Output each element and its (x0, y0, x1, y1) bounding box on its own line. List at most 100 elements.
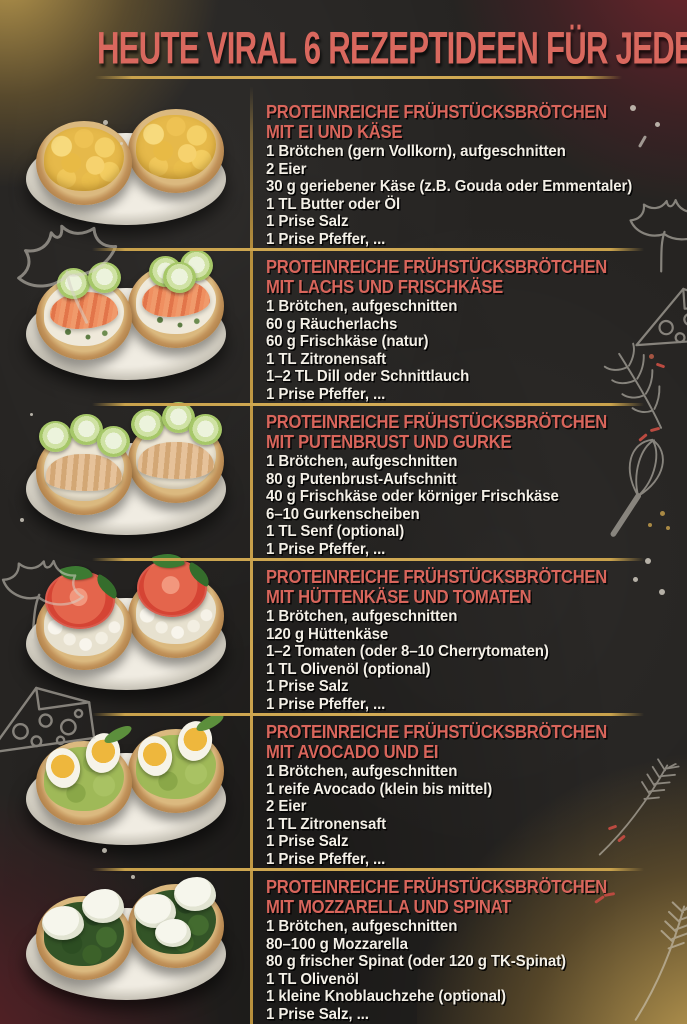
poster-header: HEUTE VIRAL 6 REZEPTIDEEN FÜR JEDEN TAG (0, 0, 687, 92)
bread-roll-right (128, 877, 224, 968)
garnish (97, 425, 131, 457)
ingredient-item: 1 Prise Salz (266, 213, 349, 231)
title-underline (95, 76, 622, 79)
ingredient-item: 1 TL Zitronensaft (266, 350, 387, 368)
gold-divider-vertical (250, 86, 253, 1024)
ingredient-list: 1 Brötchen, aufgeschnitten 60 g Räucherl… (266, 298, 669, 404)
chalk-dot (659, 589, 665, 595)
ingredient-item: 1 Prise Pfeffer, ... (266, 850, 386, 868)
ingredient-list: 1 Brötchen, aufgeschnitten 120 g Hüttenk… (266, 608, 669, 714)
ingredient-list: 1 Brötchen, aufgeschnitten 80 g Putenbru… (266, 453, 669, 559)
ingredient-item: 40 g Frischkäse oder körniger Frischkäse (266, 488, 559, 506)
gold-divider-row-2 (92, 403, 644, 406)
chalk-dot (103, 120, 108, 125)
bread-roll-right (128, 249, 224, 348)
garnish (41, 906, 84, 941)
recipe-heading-line2: MIT PUTENBRUST UND GURKE (266, 430, 512, 452)
bread-roll-right (128, 402, 224, 503)
topping (136, 115, 216, 179)
recipe-heading-line1: PROTEINREICHE FRÜHSTÜCKSBRÖTCHEN (266, 255, 607, 278)
bread-roll-left (36, 261, 132, 360)
ingredient-item: 1 TL Senf (optional) (266, 523, 405, 541)
garnish (130, 408, 164, 440)
ingredient-item: 6–10 Gurkenscheiben (266, 505, 420, 523)
garnish (189, 413, 223, 445)
garnish (174, 877, 217, 912)
recipe-row: PROTEINREICHE FRÜHSTÜCKSBRÖTCHEN MIT MOZ… (0, 868, 687, 1023)
chalk-dot (630, 105, 636, 111)
ingredient-item: 80 g frischer Spinat (oder 120 g TK-Spin… (266, 953, 566, 971)
chalk-dot (120, 142, 123, 145)
gold-divider-row-3 (92, 558, 644, 561)
ingredient-item: 1 Prise Pfeffer, ... (266, 385, 386, 403)
gold-divider-row-5 (92, 868, 644, 871)
ingredient-item: 1 Brötchen, aufgeschnitten (266, 918, 458, 935)
recipe-heading-line2: MIT AVOCADO UND EI (266, 740, 439, 762)
ingredient-item: 1 Prise Salz (266, 833, 349, 851)
recipe-heading-line2: MIT HÜTTENKÄSE UND TOMATEN (266, 585, 532, 607)
ingredient-item: 1 Prise Pfeffer, ... (266, 540, 386, 558)
topping (44, 127, 124, 191)
chalk-dot (30, 413, 33, 416)
ingredient-item: 1 Prise Pfeffer, ... (266, 230, 386, 248)
parsley-doodle-icon (606, 179, 687, 281)
recipe-text: PROTEINREICHE FRÜHSTÜCKSBRÖTCHEN MIT PUT… (252, 403, 687, 558)
bread-roll-right (128, 547, 224, 658)
ingredient-item: 60 g Frischkäse (natur) (266, 333, 429, 351)
ingredient-item: 2 Eier (266, 798, 307, 816)
ingredient-item: 1 Brötchen, aufgeschnitten (266, 763, 458, 780)
ingredient-item: 1 TL Olivenöl (266, 970, 359, 988)
red-dot (649, 354, 654, 359)
recipe-row: PROTEINREICHE FRÜHSTÜCKSBRÖTCHEN MIT HÜT… (0, 547, 687, 713)
ingredient-item: 1 TL Butter oder Öl (266, 195, 401, 213)
ingredient-item: 80 g Putenbrust-Aufschnitt (266, 470, 457, 488)
ingredient-item: 1 Brötchen, aufgeschnitten (266, 298, 458, 315)
ingredient-item: 1 TL Zitronensaft (266, 815, 387, 833)
recipe-heading-line1: PROTEINREICHE FRÜHSTÜCKSBRÖTCHEN (266, 565, 607, 588)
recipe-text: PROTEINREICHE FRÜHSTÜCKSBRÖTCHEN MIT HÜT… (252, 558, 687, 713)
recipe-row: PROTEINREICHE FRÜHSTÜCKSBRÖTCHEN MIT PUT… (0, 402, 687, 558)
bread-roll-right (128, 710, 227, 813)
ingredient-item: 1 Brötchen, aufgeschnitten (266, 608, 458, 625)
recipe-heading-line1: PROTEINREICHE FRÜHSTÜCKSBRÖTCHEN (266, 100, 607, 123)
recipe-row: PROTEINREICHE FRÜHSTÜCKSBRÖTCHEN MIT LAC… (0, 248, 687, 403)
chalk-dot (20, 518, 24, 522)
bread-roll-left (36, 889, 132, 980)
cheese-wedge-doodle-icon (0, 668, 103, 768)
recipe-heading: PROTEINREICHE FRÜHSTÜCKSBRÖTCHEN MIT AVO… (266, 722, 660, 761)
ingredient-item: 120 g Hüttenkäse (266, 625, 389, 643)
garnish (38, 420, 72, 452)
ingredient-list: 1 Brötchen (gern Vollkorn), aufgeschnitt… (266, 143, 669, 249)
bread-roll-right (128, 109, 224, 193)
recipe-heading-line1: PROTEINREICHE FRÜHSTÜCKSBRÖTCHEN (266, 720, 607, 743)
ingredient-item: 30 g geriebener Käse (z.B. Gouda oder Em… (266, 178, 633, 196)
recipe-heading-line1: PROTEINREICHE FRÜHSTÜCKSBRÖTCHEN (266, 410, 607, 433)
topping (44, 437, 124, 501)
garnish (154, 919, 191, 948)
dish-photo (0, 868, 252, 1023)
recipe-heading-line1: PROTEINREICHE FRÜHSTÜCKSBRÖTCHEN (266, 875, 607, 898)
garnish (87, 261, 121, 293)
ingredient-item: 1 Brötchen (gern Vollkorn), aufgeschnitt… (266, 143, 566, 160)
gold-divider-row-4 (92, 713, 644, 716)
recipe-heading: PROTEINREICHE FRÜHSTÜCKSBRÖTCHEN MIT LAC… (266, 257, 660, 296)
ingredient-item: 1 Prise Salz (266, 678, 349, 696)
recipe-heading-line2: MIT LACHS UND FRISCHKÄSE (266, 275, 503, 297)
chalk-dot (633, 577, 638, 582)
gold-dot (648, 523, 652, 527)
recipe-text: PROTEINREICHE FRÜHSTÜCKSBRÖTCHEN MIT LAC… (252, 248, 687, 403)
ingredient-item: 1 TL Olivenöl (optional) (266, 660, 431, 678)
recipe-heading: PROTEINREICHE FRÜHSTÜCKSBRÖTCHEN MIT EI … (266, 102, 660, 141)
bread-roll-left (36, 414, 132, 515)
bread-roll-left (36, 559, 132, 670)
gold-divider-row-1 (92, 248, 644, 251)
gold-dot (660, 511, 665, 516)
garnish (69, 414, 103, 446)
garnish (161, 402, 195, 434)
ingredient-item: 1–2 TL Dill oder Schnittlauch (266, 368, 470, 386)
recipe-heading: PROTEINREICHE FRÜHSTÜCKSBRÖTCHEN MIT HÜT… (266, 567, 660, 606)
chalk-dot (131, 875, 135, 879)
ingredient-item: 2 Eier (266, 160, 307, 178)
ingredient-item: 80–100 g Mozzarella (266, 935, 408, 953)
